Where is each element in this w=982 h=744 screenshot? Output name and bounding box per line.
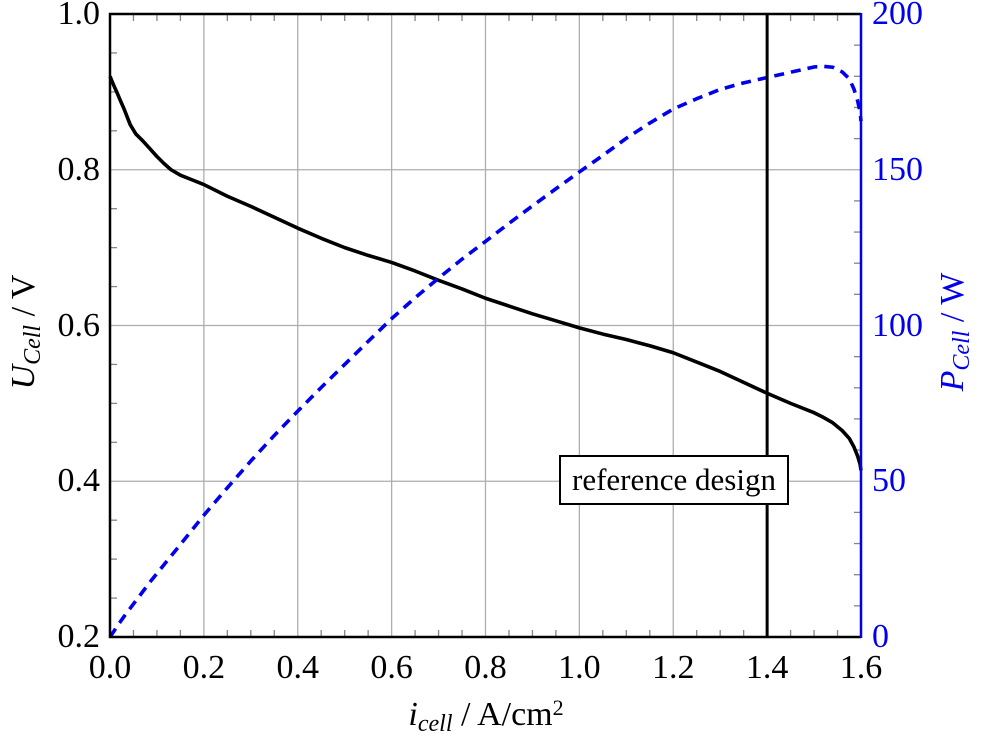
- x-unit: A/cm: [477, 696, 553, 733]
- x-tick-label: 0.4: [276, 649, 320, 686]
- y-left-unit: / V: [5, 274, 42, 325]
- x-tick-label: 1.2: [652, 649, 695, 686]
- y-axis-right-title: PCell / W: [934, 272, 975, 392]
- voltage-curve: [108, 75, 863, 471]
- y-left-tick-label: 0.4: [57, 462, 101, 500]
- y-right-tick-label: 150: [872, 150, 923, 188]
- x-tick-label: 0.8: [464, 649, 507, 686]
- y-right-subscript: Cell: [949, 330, 975, 371]
- x-tick-label: 0.6: [370, 649, 413, 686]
- x-tick-label: 1.0: [558, 649, 601, 686]
- y-right-tick-label: 100: [872, 306, 923, 344]
- x-exponent: 2: [552, 695, 564, 721]
- x-tick-label: 1.4: [745, 649, 789, 686]
- y-right-tick-label: 50: [872, 462, 906, 500]
- y-right-unit: / W: [934, 272, 971, 331]
- x-tick-label: 0.2: [182, 649, 226, 686]
- y-right-symbol: P: [934, 370, 971, 392]
- y-left-tick-label: 0.2: [57, 618, 101, 655]
- x-separator: /: [452, 696, 478, 733]
- y-axis-left-title: UCell / V: [5, 274, 46, 390]
- power-curve: [108, 64, 863, 639]
- x-axis-title: icell / A/cm2: [408, 695, 564, 736]
- y-left-tick-label: 0.6: [57, 306, 101, 344]
- x-tick-label: 0.0: [88, 649, 132, 686]
- x-symbol: i: [408, 696, 418, 733]
- y-left-tick-label: 1.0: [57, 0, 101, 32]
- y-left-tick-label: 0.8: [57, 150, 101, 188]
- y-right-tick-label: 200: [872, 0, 923, 32]
- y-right-tick-label: 0: [872, 618, 889, 655]
- reference-design-label: reference design: [572, 462, 776, 497]
- axis-frame: [108, 12, 861, 639]
- reference-design-annotation-box: reference design: [559, 455, 789, 505]
- x-subscript: cell: [417, 711, 453, 737]
- x-tick-label: 1.6: [839, 649, 883, 686]
- y-left-subscript: Cell: [20, 324, 46, 365]
- y-left-symbol: U: [5, 364, 42, 390]
